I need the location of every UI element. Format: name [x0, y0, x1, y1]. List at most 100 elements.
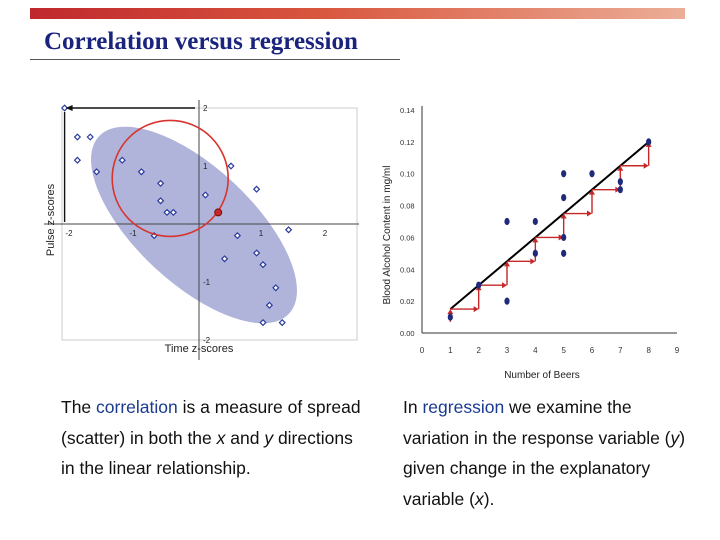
regression-keyword: regression	[422, 397, 505, 417]
response-change-arrowhead	[617, 165, 624, 171]
regression-data-point	[504, 217, 510, 226]
correlation-data-point	[233, 231, 242, 240]
regression-y-tick-label: 0.12	[400, 138, 415, 147]
correlation-data-point	[201, 191, 210, 199]
explanatory-change-arrowhead	[587, 210, 592, 217]
highlighted-data-point	[214, 208, 223, 217]
correlation-data-point	[73, 133, 82, 141]
correlation-y-tick-label: 1	[203, 162, 208, 171]
regression-x-axis-label: Number of Beers	[504, 370, 580, 381]
regression-y-tick-label: 0.04	[400, 265, 415, 274]
correlation-x-tick-label: 1	[259, 229, 264, 238]
correlation-x-variable: x	[216, 427, 226, 448]
correlation-data-point	[92, 168, 101, 176]
correlation-data-point	[227, 162, 235, 170]
regression-text-part2: we examine the variation in the response…	[403, 397, 671, 448]
explanatory-change-arrowhead	[502, 282, 507, 289]
correlation-x-tick-label: -1	[129, 229, 137, 238]
regression-data-point	[646, 138, 652, 146]
regression-y-tick-label: 0.02	[400, 297, 415, 306]
correlation-data-point	[252, 249, 261, 257]
regression-x-tick-label: 5	[561, 346, 566, 355]
regression-text-part3: ) given change in the explanatory variab…	[403, 427, 686, 509]
correlation-data-point	[252, 185, 261, 193]
correlation-data-point	[118, 156, 126, 164]
correlation-data-point	[284, 226, 293, 234]
correlation-text-part2: is a measure of spread (scatter) in both…	[61, 397, 361, 448]
explanatory-change-arrowhead	[530, 258, 536, 265]
correlation-data-point	[265, 301, 274, 309]
regression-x-tick-label: 2	[476, 346, 481, 355]
regression-data-point	[617, 186, 623, 194]
correlation-x-axis-label: Time z-scores	[165, 343, 234, 355]
correlation-text-part1: The	[61, 397, 97, 417]
correlation-y-tick-label: 2	[203, 104, 208, 113]
correlation-data-point	[169, 208, 178, 217]
correlation-y-tick-label: -2	[203, 336, 211, 345]
regression-x-tick-label: 9	[675, 346, 680, 355]
title-underline	[30, 59, 400, 60]
regression-data-point	[561, 194, 567, 202]
correlation-keyword: correlation	[96, 397, 178, 417]
correlation-data-point	[259, 260, 267, 269]
correlation-data-point	[278, 318, 286, 327]
regression-y-tick-label: 0.00	[400, 329, 415, 338]
regression-data-point	[447, 313, 453, 321]
correlation-y-axis-label: Pulse z-scores	[45, 183, 57, 256]
regression-data-point	[561, 249, 567, 257]
regression-x-variable: x	[474, 488, 484, 509]
correlation-y-variable: y	[264, 427, 274, 448]
highlight-circle	[111, 119, 229, 238]
regression-y-tick-label: 0.08	[400, 202, 415, 211]
correlation-data-point	[137, 168, 146, 176]
explanatory-change-arrowhead	[643, 162, 649, 169]
regression-data-point	[561, 233, 567, 242]
regression-y-axis-label: Blood Alcohol Content in mg/ml	[382, 166, 393, 305]
regression-x-tick-label: 7	[618, 346, 623, 355]
regression-text-part4: ).	[483, 488, 495, 509]
regression-line	[449, 141, 650, 310]
correlation-data-point	[220, 255, 229, 263]
regression-x-tick-label: 1	[448, 346, 453, 355]
page-title: Correlation versus regression	[44, 28, 358, 55]
correlation-data-point	[163, 208, 171, 217]
response-change-arrowhead	[532, 237, 539, 243]
correlation-data-point	[156, 197, 165, 205]
regression-y-variable: y	[670, 427, 680, 448]
title-accent-bar	[30, 8, 685, 19]
regression-data-point	[532, 249, 538, 257]
correlation-text-part3: and	[225, 427, 265, 448]
regression-data-point	[561, 170, 567, 178]
regression-data-point	[589, 170, 595, 178]
regression-data-point	[617, 178, 623, 186]
regression-x-tick-label: 0	[420, 346, 425, 355]
response-change-arrowhead	[504, 261, 510, 267]
correlation-data-point	[272, 284, 280, 292]
correlation-text-part4: directions in the linear relationship.	[61, 427, 353, 479]
spread-ellipse	[91, 126, 297, 324]
deviation-arrowhead	[65, 105, 73, 111]
response-change-arrowhead	[589, 189, 595, 195]
correlation-data-point	[60, 104, 69, 112]
regression-text-part1: In	[403, 397, 423, 417]
correlation-y-tick-label: -1	[203, 278, 211, 287]
correlation-data-point	[73, 156, 82, 164]
correlation-description: The correlation is a measure of spread (…	[61, 392, 361, 484]
regression-x-tick-label: 4	[533, 346, 538, 355]
correlation-data-point	[259, 318, 267, 327]
regression-y-tick-label: 0.06	[400, 233, 415, 242]
regression-y-tick-label: 0.14	[400, 106, 415, 115]
explanatory-change-arrowhead	[473, 306, 479, 313]
regression-data-point	[532, 217, 538, 226]
regression-scatter-chart: 0 1 2 3 4 5 6 7 8 9 0.00 0.02 0.04 0.06 0.08 0.10 0.12 0.…	[382, 106, 680, 381]
correlation-x-tick-label: -2	[65, 229, 73, 238]
regression-y-tick-label: 0.10	[400, 170, 415, 179]
correlation-scatter-chart: -2 -1 1 2 2 1 -1 -2 Time z-scores Pulse z-score…	[44, 100, 359, 360]
regression-data-point	[504, 297, 510, 305]
response-change-arrowhead	[560, 213, 567, 219]
regression-description: In regression we examine the variation i…	[403, 392, 693, 514]
regression-x-tick-label: 8	[646, 346, 651, 355]
correlation-data-point	[86, 133, 94, 141]
response-change-arrowhead	[447, 309, 454, 315]
correlation-x-tick-label: 2	[323, 229, 328, 238]
